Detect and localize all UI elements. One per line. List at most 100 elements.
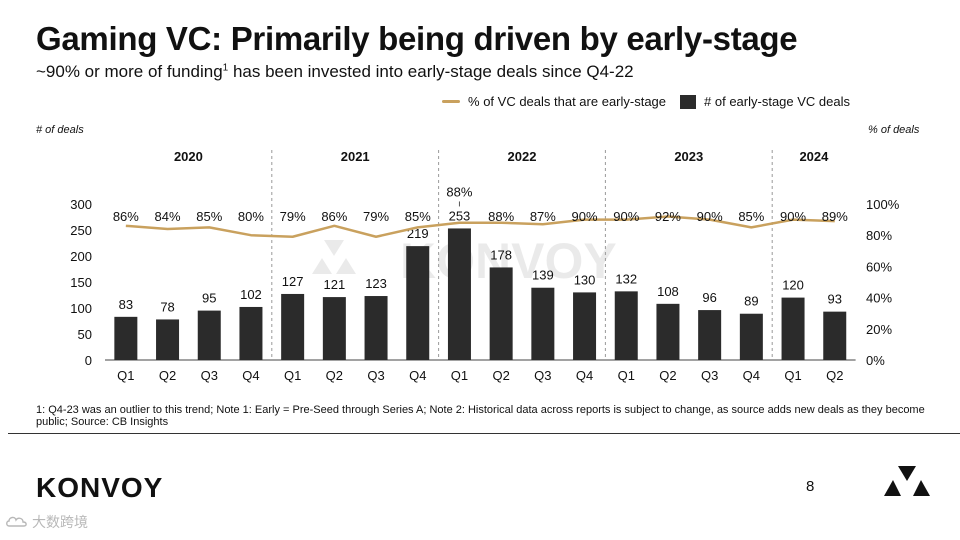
percent-value-label: 79% [363,209,389,224]
watermark: 大数跨境 [6,512,88,532]
konvoy-mark-icon [884,466,930,496]
x-tick-label: Q4 [242,368,259,383]
x-tick-label: Q3 [701,368,718,383]
x-tick-label: Q1 [451,368,468,383]
bar-value-label: 132 [615,271,637,286]
chart-watermark-shape [312,258,332,274]
percent-value-label: 85% [405,209,431,224]
chart-watermark-shape [324,240,344,256]
subtitle-text-rest: has been invested into early-stage deals… [228,62,634,81]
percent-value-label: 90% [780,209,806,224]
bar [823,311,847,360]
bar [489,267,513,360]
x-tick-label: Q2 [326,368,343,383]
bar-value-label: 178 [490,247,512,262]
x-tick-label: Q1 [618,368,635,383]
percent-value-label: 86% [113,209,139,224]
watermark-text: 大数跨境 [32,514,88,530]
page-title: Gaming VC: Primarily being driven by ear… [36,20,798,57]
chart-watermark-shape [336,258,356,274]
percent-value-label: 87% [530,209,556,224]
left-axis-tick: 50 [78,327,92,342]
right-axis-tick: 60% [866,259,892,274]
bar [573,292,597,360]
right-axis-tick: 40% [866,291,892,306]
page-number: 8 [806,478,815,495]
right-axis-tick: 0% [866,353,885,368]
left-axis-tick: 100 [70,301,92,316]
bar [614,291,638,360]
right-axis-tick: 20% [866,322,892,337]
left-axis-tick: 150 [70,275,92,290]
percent-line [125,215,835,239]
year-label: 2024 [799,149,829,164]
bar-value-label: 78 [160,299,174,314]
bar-value-label: 108 [657,284,679,299]
percent-value-label: 80% [238,209,264,224]
legend-bar-swatch [680,94,697,109]
x-tick-label: Q3 [201,368,218,383]
bar-value-label: 83 [119,297,133,312]
bar-value-label: 96 [702,290,716,305]
year-label: 2020 [174,149,203,164]
x-tick-label: Q3 [534,368,551,383]
x-tick-label: Q1 [784,368,801,383]
subtitle-text: ~90% or more of funding [36,62,223,81]
bar-value-label: 253 [449,208,471,223]
legend-label-percent: % of VC deals that are early-stage [468,94,667,109]
bar-value-label: 120 [782,278,804,293]
bar-value-label: 130 [574,272,596,287]
x-tick-label: Q2 [492,368,509,383]
bar-value-label: 121 [323,277,345,292]
year-label: 2021 [341,149,370,164]
bar [739,313,763,360]
left-axis-tick: 300 [70,197,92,212]
bar [698,310,722,360]
bar [239,306,263,360]
bar-value-label: 123 [365,276,387,291]
bar-value-label: 89 [744,294,758,309]
x-tick-label: Q2 [659,368,676,383]
x-tick-label: Q1 [117,368,134,383]
year-label: 2023 [674,149,703,164]
percent-value-label: 79% [280,209,306,224]
legend-line-swatch [442,100,461,103]
footnote: 1: Q4-23 was an outlier to this trend; N… [36,404,925,428]
right-axis-caption: % of deals [868,124,920,136]
percent-value-label: 85% [738,209,764,224]
percent-value-label: 92% [655,209,681,224]
x-tick-label: Q1 [284,368,301,383]
left-axis-tick: 0 [85,353,92,368]
bar [531,287,555,360]
page-subtitle: ~90% or more of funding1 has been invest… [36,62,634,82]
bar-value-label: 102 [240,287,262,302]
subtitle-footnote-marker: 1 [222,62,229,74]
bar [322,297,346,360]
year-label: 2022 [508,149,537,164]
x-tick-label: Q3 [367,368,384,383]
left-axis-tick: 200 [70,249,92,264]
legend-label-deals: # of early-stage VC deals [704,94,850,109]
bar [364,296,388,360]
chart-legend: % of VC deals that are early-stage # of … [442,94,850,109]
bar [156,319,180,360]
percent-value-label: 84% [155,209,181,224]
bar [656,303,680,360]
percent-value-label: 86% [321,209,347,224]
x-tick-label: Q4 [409,368,426,383]
chart-watermark-mark-icon [312,240,356,274]
percent-value-label: 89% [822,209,848,224]
percent-value-label: 90% [697,209,723,224]
x-tick-label: Q4 [576,368,593,383]
bar-value-label: 127 [282,274,304,289]
bar [281,293,305,360]
right-axis-tick: 100% [866,197,900,212]
percent-value-label: 90% [613,209,639,224]
right-axis-tick: 80% [866,228,892,243]
percent-value-label: 88% [488,209,514,224]
bar [406,246,430,360]
legend-item-deals: # of early-stage VC deals [680,94,850,109]
bar [447,228,471,360]
x-tick-label: Q2 [159,368,176,383]
